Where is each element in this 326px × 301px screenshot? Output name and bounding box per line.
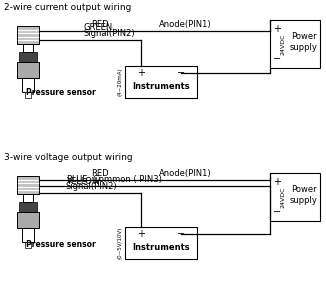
Bar <box>25 92 31 98</box>
Text: RED: RED <box>91 169 109 178</box>
Text: 24VDC: 24VDC <box>280 186 286 208</box>
Bar <box>17 62 39 78</box>
Text: Power: Power <box>291 32 317 41</box>
Text: −: − <box>273 207 281 217</box>
Text: (4~20mA): (4~20mA) <box>117 68 123 96</box>
Bar <box>23 194 33 202</box>
Text: GREEN: GREEN <box>83 23 112 32</box>
Bar <box>125 66 197 98</box>
Text: +: + <box>137 229 145 239</box>
Text: 3-wire voltage output wiring: 3-wire voltage output wiring <box>4 153 133 162</box>
Text: Anode(PIN1): Anode(PIN1) <box>159 169 211 178</box>
Bar <box>17 212 39 228</box>
Text: (0~5V/10V): (0~5V/10V) <box>117 227 123 259</box>
Text: Instruments: Instruments <box>132 82 190 91</box>
Text: BLUE: BLUE <box>66 175 87 184</box>
Bar <box>23 44 33 52</box>
Bar <box>17 176 39 194</box>
Text: +: + <box>273 24 281 34</box>
Text: Signal(PIN2): Signal(PIN2) <box>83 29 135 38</box>
Bar <box>19 202 37 212</box>
Text: Instruments: Instruments <box>132 243 190 252</box>
Bar <box>22 78 34 92</box>
Bar <box>270 20 320 68</box>
Bar <box>270 173 320 221</box>
Bar <box>125 227 197 259</box>
Text: −: − <box>177 229 185 239</box>
Text: +: + <box>137 68 145 78</box>
Text: Signal(PIN2): Signal(PIN2) <box>66 182 118 191</box>
Text: Pressure sensor: Pressure sensor <box>26 240 96 249</box>
Text: RED: RED <box>91 20 109 29</box>
Text: 24VDC: 24VDC <box>280 33 286 55</box>
Text: Common ( PIN3): Common ( PIN3) <box>93 175 162 184</box>
Text: −: − <box>273 54 281 64</box>
Bar <box>17 26 39 44</box>
Bar <box>25 242 31 248</box>
Text: supply: supply <box>290 43 318 52</box>
Text: Power: Power <box>291 185 317 194</box>
Bar <box>22 228 34 242</box>
Text: Anode(PIN1): Anode(PIN1) <box>159 20 211 29</box>
Text: YELLOW: YELLOW <box>66 177 100 186</box>
Text: Pressure sensor: Pressure sensor <box>26 88 96 97</box>
Text: −: − <box>177 68 185 78</box>
Text: 2-wire current output wiring: 2-wire current output wiring <box>4 3 131 12</box>
Text: +: + <box>273 177 281 187</box>
Text: supply: supply <box>290 196 318 205</box>
Bar <box>19 52 37 62</box>
